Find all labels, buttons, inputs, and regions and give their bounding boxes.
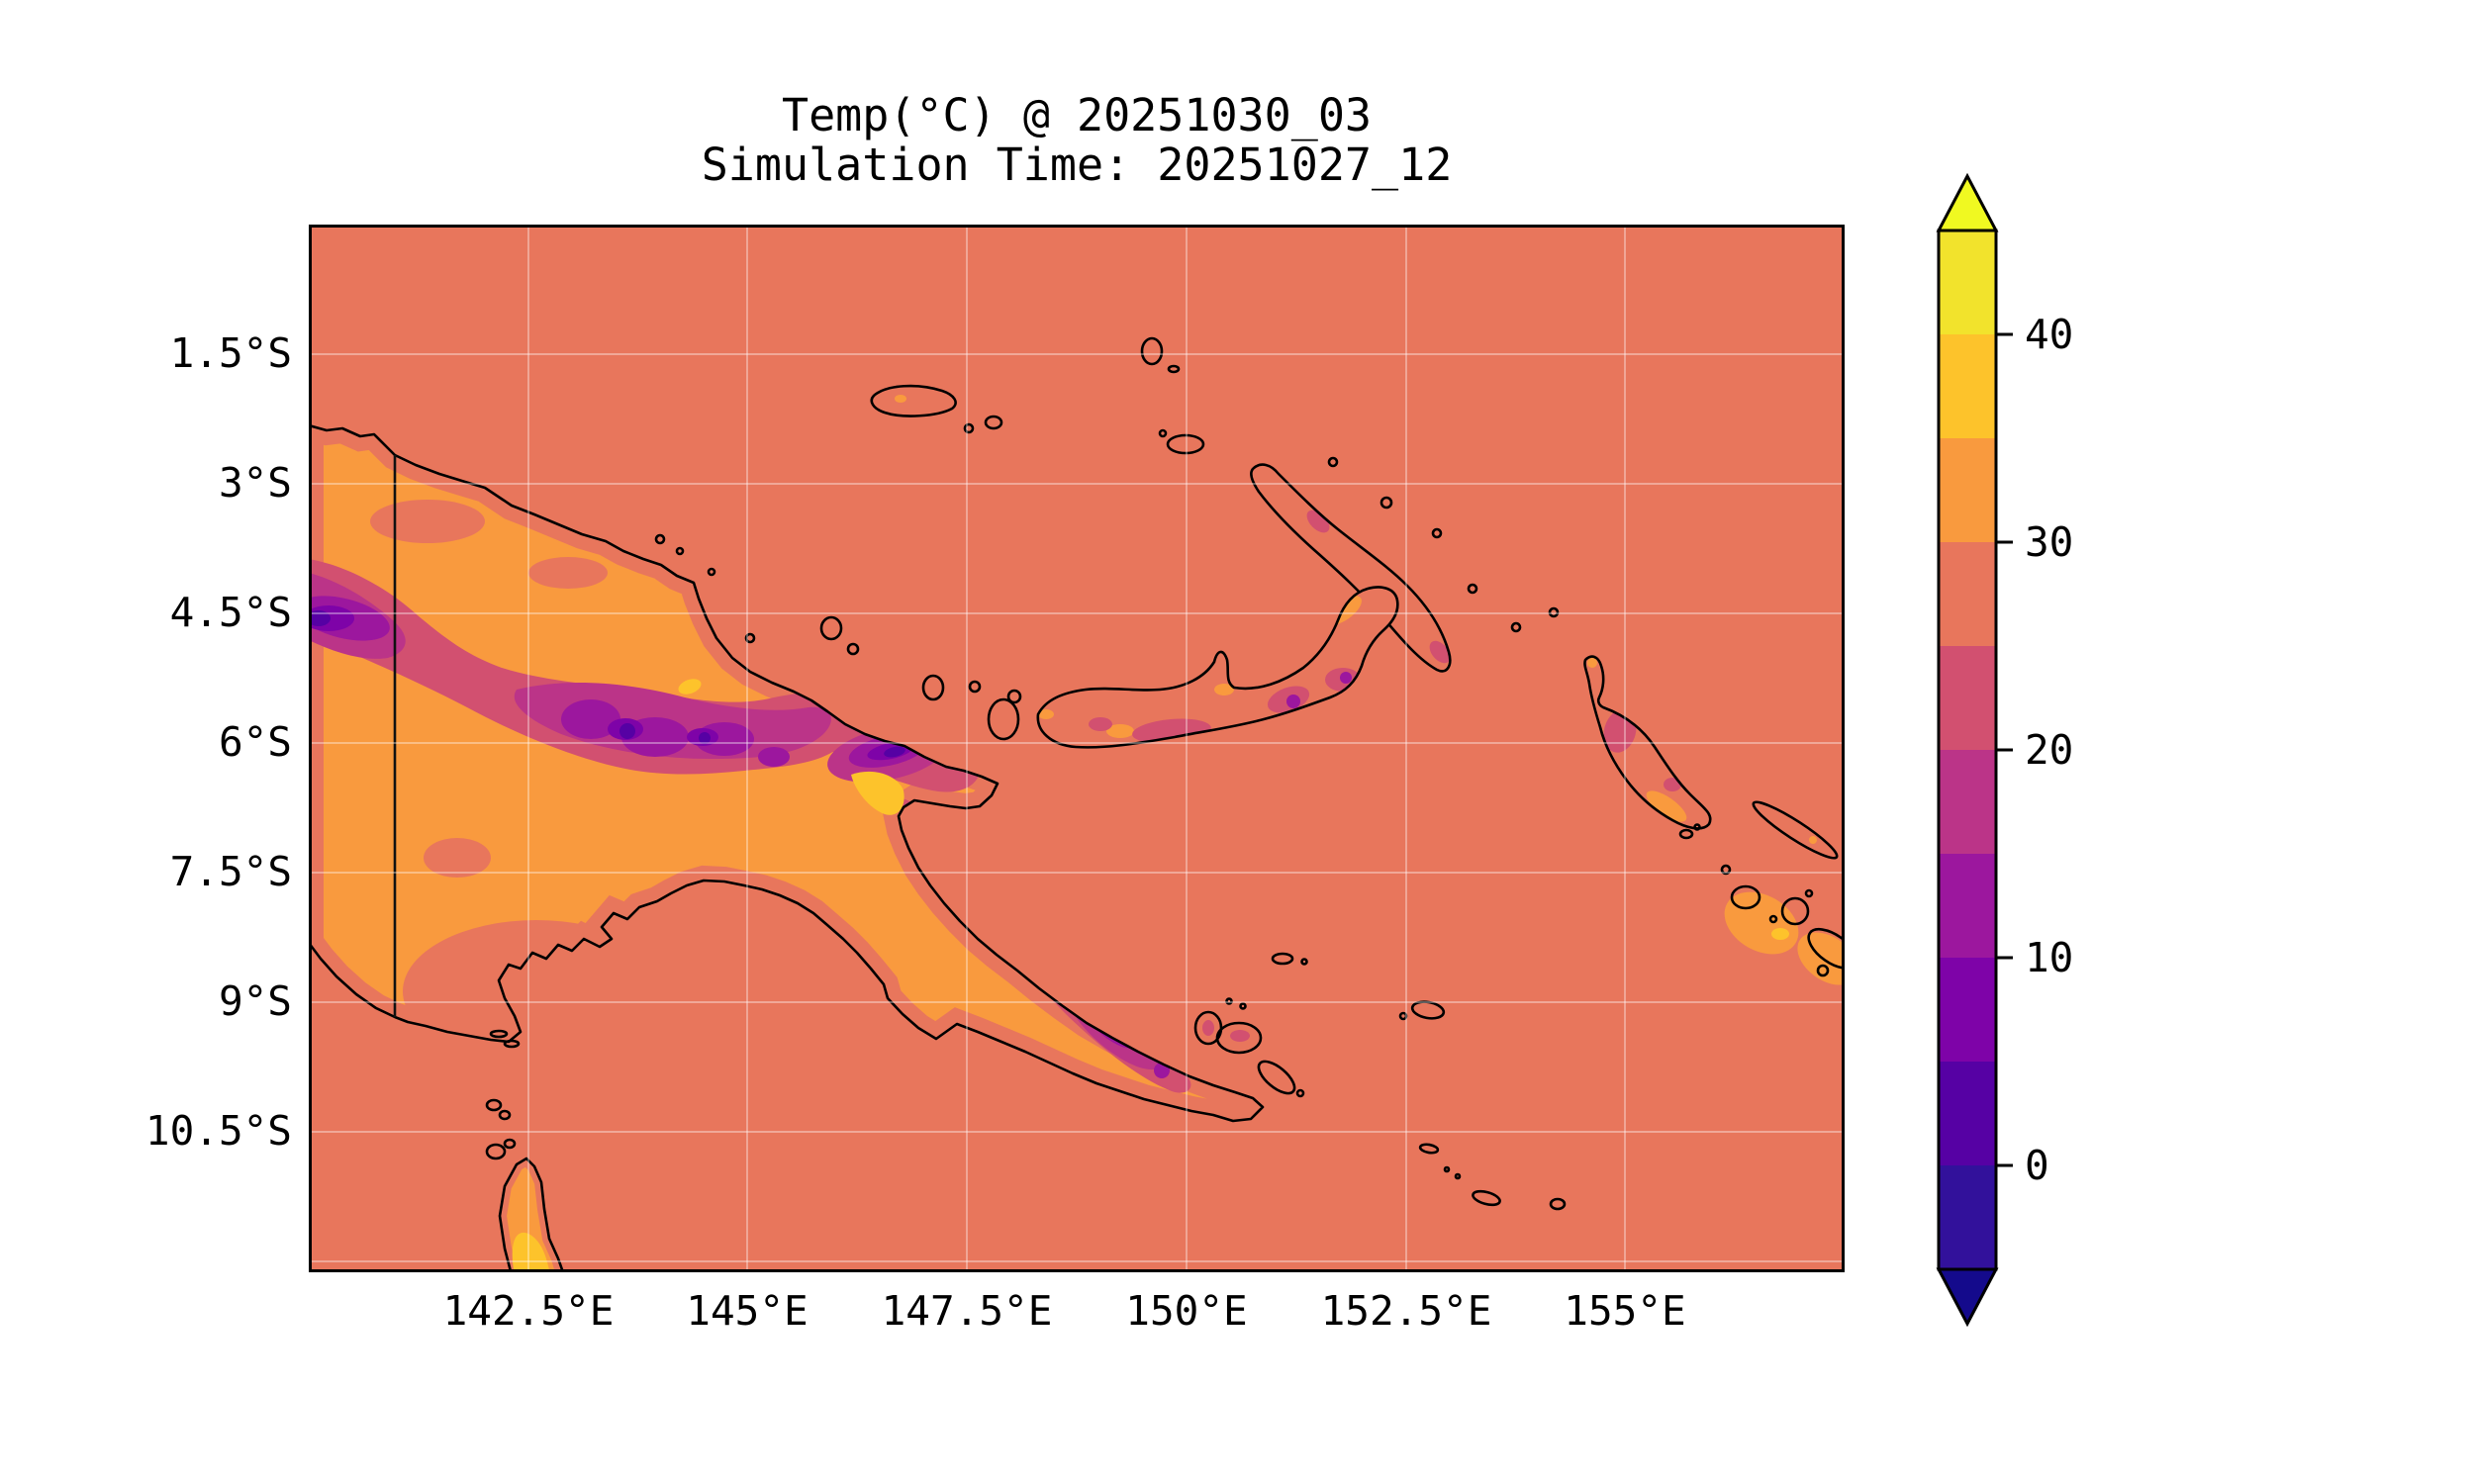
xtick-142.5E: 142.5°E bbox=[442, 1287, 615, 1335]
colorbar-segments bbox=[1936, 172, 1999, 1328]
xtick-150E: 150°E bbox=[1125, 1287, 1248, 1335]
xtick-155E: 155°E bbox=[1564, 1287, 1686, 1335]
new-ireland bbox=[1158, 428, 1560, 673]
cbtick-20: 20 bbox=[2025, 726, 2073, 774]
colorbar-ticks bbox=[1996, 332, 2013, 1167]
ytick-6S: 6°S bbox=[218, 718, 292, 766]
xtick-145E: 145°E bbox=[686, 1287, 809, 1335]
chart-title: Temp(°C) @ 20251030_03 bbox=[781, 89, 1373, 141]
colorbar: 40 30 20 10 0 bbox=[1936, 172, 2073, 1328]
cape-york-australia bbox=[485, 1029, 565, 1272]
cbtick-30: 30 bbox=[2025, 518, 2073, 566]
colorbar-under-arrow bbox=[1936, 1267, 1999, 1328]
mainland-coastline bbox=[309, 423, 1265, 1123]
milne-bay-islands bbox=[1193, 952, 1567, 1211]
xtick-147.5E: 147.5°E bbox=[881, 1287, 1053, 1335]
admiralty-islands bbox=[870, 336, 1181, 434]
colorbar-over-arrow bbox=[1936, 172, 1999, 232]
cbtick-10: 10 bbox=[2025, 934, 2073, 981]
map-gridlines bbox=[309, 225, 1845, 1272]
ytick-9S: 9°S bbox=[218, 977, 292, 1025]
ytick-10.5S: 10.5°S bbox=[144, 1107, 292, 1155]
ytick-7.5S: 7.5°S bbox=[169, 848, 292, 895]
cbtick-0: 0 bbox=[2025, 1142, 2049, 1189]
solomon-islands bbox=[1720, 800, 1845, 977]
north-coast-islands bbox=[654, 533, 860, 656]
map-plot-area bbox=[309, 225, 1845, 1272]
ytick-3S: 3°S bbox=[218, 459, 292, 507]
cbtick-40: 40 bbox=[2025, 311, 2073, 358]
colorbar-tick-labels: 40 30 20 10 0 bbox=[2025, 311, 2073, 1189]
xtick-152.5E: 152.5°E bbox=[1320, 1287, 1492, 1335]
torres-strait-islands bbox=[485, 1029, 521, 1160]
ytick-1.5S: 1.5°S bbox=[169, 329, 292, 377]
bougainville-buka bbox=[1583, 655, 1712, 840]
ytick-4.5S: 4.5°S bbox=[169, 589, 292, 636]
chart-subtitle: Simulation Time: 20251027_12 bbox=[701, 139, 1453, 191]
